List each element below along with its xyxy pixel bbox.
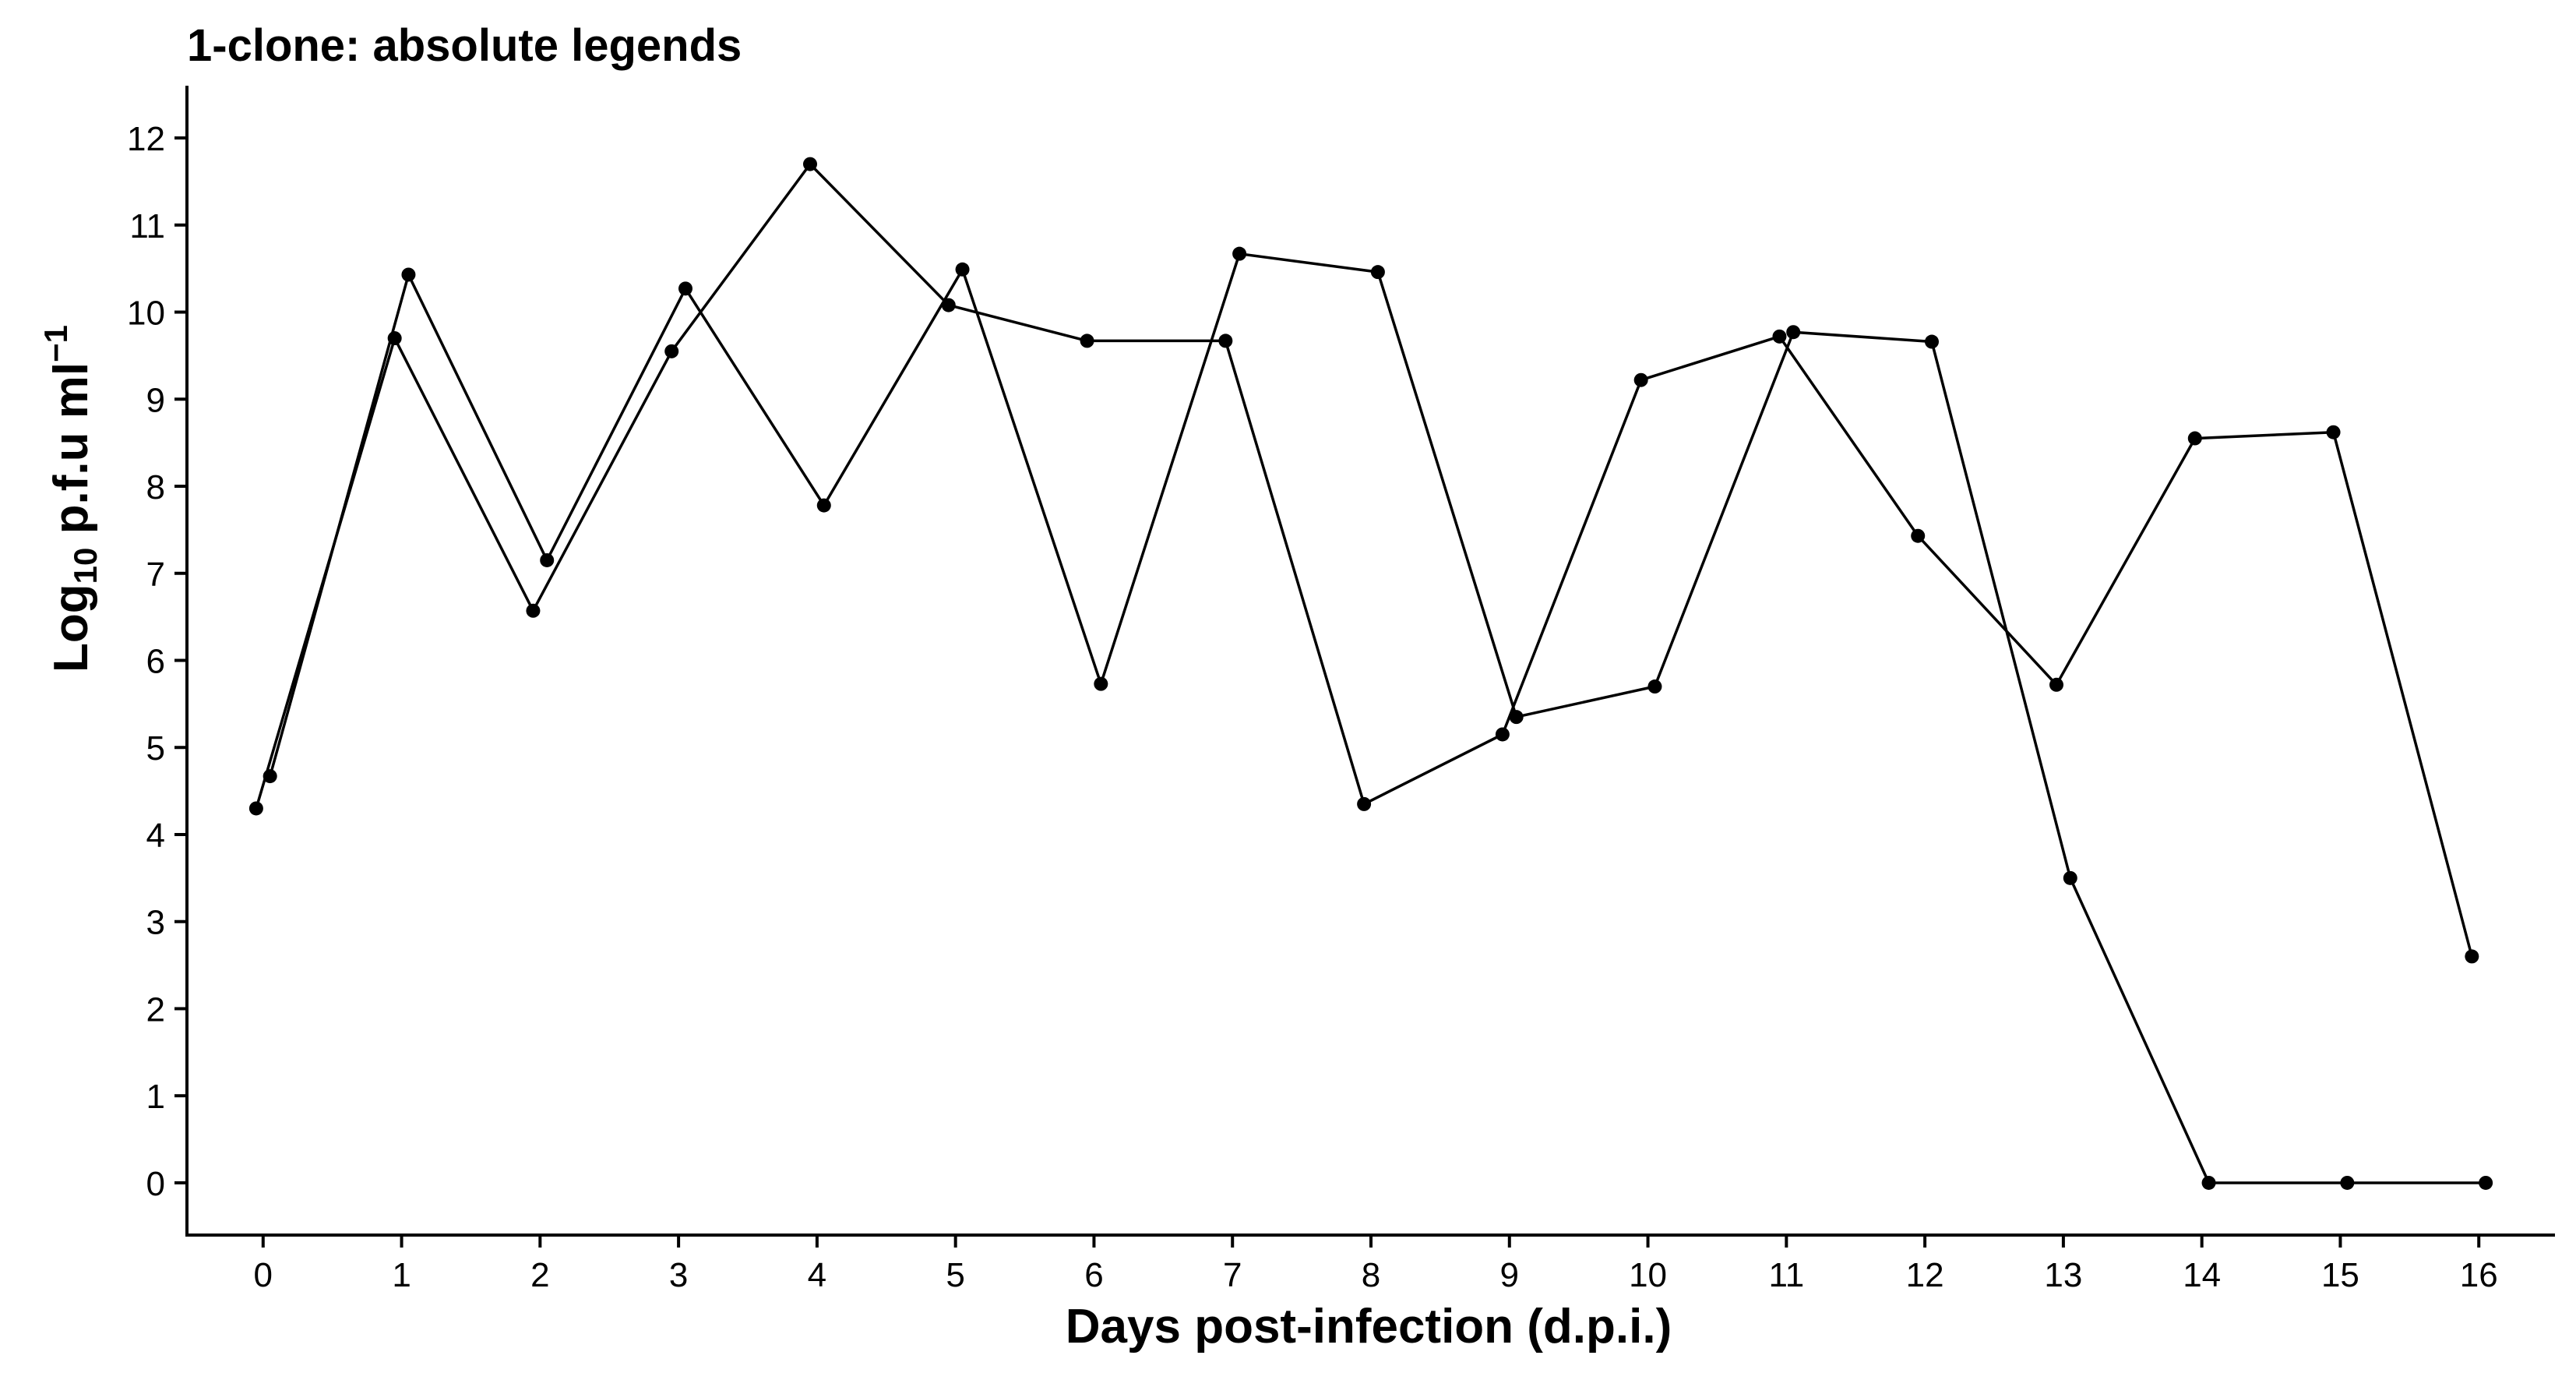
x-tick-label: 7 — [1223, 1256, 1242, 1294]
y-axis-title-main: p.f.u ml — [44, 362, 98, 548]
data-point — [248, 801, 263, 816]
y-tick-label: 1 — [146, 1078, 165, 1116]
y-tick-label: 4 — [146, 817, 165, 855]
y-tick-label: 0 — [146, 1165, 165, 1203]
data-point — [2326, 425, 2341, 439]
y-tick-label: 9 — [146, 381, 165, 419]
data-point — [401, 267, 416, 282]
data-point — [1925, 334, 1939, 349]
x-axis-title: Days post-infection (d.p.i.) — [1066, 1300, 1672, 1354]
y-tick-label: 6 — [146, 643, 165, 681]
data-point — [1633, 372, 1648, 387]
data-point — [1786, 325, 1801, 340]
x-tick-label: 11 — [1768, 1256, 1804, 1294]
data-point — [664, 344, 679, 358]
x-tick-label: 5 — [946, 1256, 964, 1294]
data-point — [1370, 265, 1385, 280]
y-tick-label: 11 — [129, 207, 165, 245]
series-2 — [263, 246, 2493, 1190]
y-axis-title: Log10 p.f.u ml−1 — [37, 325, 104, 672]
data-point — [1357, 796, 1372, 811]
x-tick-label: 13 — [2044, 1256, 2082, 1294]
y-tick-label: 7 — [146, 556, 165, 594]
data-point — [1911, 528, 1926, 543]
x-tick-label: 6 — [1084, 1256, 1103, 1294]
x-tick-label: 10 — [1629, 1256, 1667, 1294]
y-axis-title-superscript: −1 — [37, 325, 74, 362]
data-point — [2465, 949, 2479, 964]
data-point — [540, 552, 555, 567]
series-1 — [248, 157, 2479, 964]
y-tick-label: 2 — [146, 990, 165, 1029]
x-tick-label: 0 — [254, 1256, 273, 1294]
axes — [185, 86, 2555, 1237]
x-tick-label: 16 — [2460, 1256, 2498, 1294]
data-point — [2187, 431, 2202, 446]
data-point — [2479, 1175, 2493, 1190]
data-point — [1232, 246, 1247, 261]
data-point — [2340, 1175, 2355, 1190]
data-point — [803, 157, 817, 171]
series-line — [255, 162, 2473, 957]
data-point — [2063, 870, 2077, 885]
data-point — [1647, 679, 1662, 694]
x-tick-label: 14 — [2183, 1256, 2221, 1294]
data-point — [678, 281, 692, 296]
data-point — [526, 603, 541, 618]
data-point — [1080, 334, 1094, 348]
y-axis-title-prefix: Log — [44, 584, 98, 672]
x-tick-label: 9 — [1500, 1256, 1519, 1294]
x-tick-label: 1 — [392, 1256, 411, 1294]
data-point — [1218, 334, 1233, 348]
data-point — [2201, 1175, 2216, 1190]
x-tick-label: 12 — [1906, 1256, 1944, 1294]
data-point — [263, 769, 277, 784]
data-series — [248, 157, 2493, 1190]
x-tick-label: 2 — [530, 1256, 549, 1294]
chart-title: 1-clone: absolute legends — [187, 20, 742, 71]
data-point — [816, 498, 831, 513]
y-axis-title-group: Log10 p.f.u ml−1 — [37, 325, 104, 672]
data-point — [1094, 676, 1108, 691]
data-point — [2049, 677, 2063, 692]
data-point — [1772, 329, 1787, 344]
y-axis-title-subscript: 10 — [67, 548, 104, 584]
y-tick-label: 12 — [127, 120, 165, 158]
x-tick-label: 3 — [669, 1256, 688, 1294]
x-tick-label: 15 — [2321, 1256, 2359, 1294]
data-point — [955, 262, 970, 277]
x-tick-label: 4 — [808, 1256, 826, 1294]
y-tick-label: 8 — [146, 468, 165, 506]
series-line — [269, 252, 2486, 1184]
y-tick-label: 10 — [127, 295, 165, 333]
y-tick-label: 3 — [146, 904, 165, 942]
data-point — [1509, 710, 1524, 725]
y-tick-label: 5 — [146, 729, 165, 768]
data-point — [1495, 727, 1510, 742]
x-tick-label: 8 — [1362, 1256, 1380, 1294]
